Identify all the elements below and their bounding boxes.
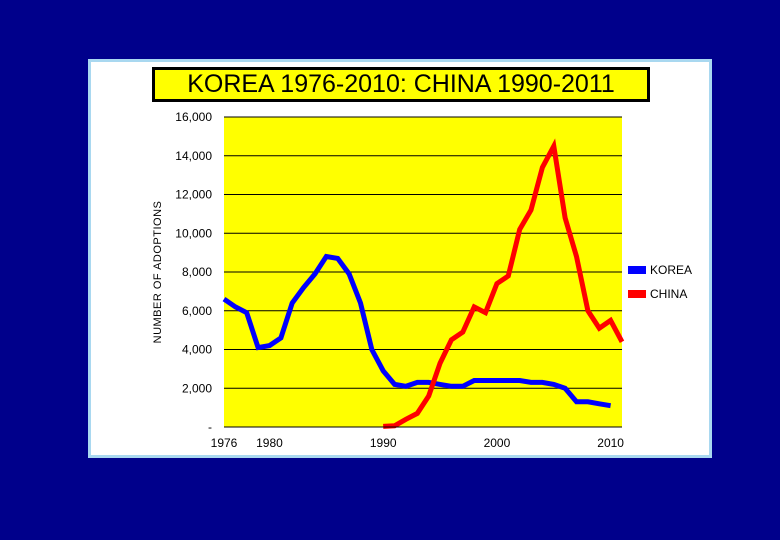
legend-label-korea: KOREA bbox=[650, 263, 692, 277]
y-tick-label: 6,000 bbox=[182, 304, 212, 318]
legend-swatch-china bbox=[628, 290, 646, 298]
legend: KOREA CHINA bbox=[628, 263, 692, 301]
series-line-china bbox=[383, 138, 625, 429]
y-tick-label: 12,000 bbox=[175, 188, 212, 202]
y-tick-label: 10,000 bbox=[175, 226, 212, 240]
y-axis-ticks: - 2,000 4,000 6,000 8,000 10,000 12,000 14,000 1… bbox=[175, 110, 212, 434]
y-tick-label: 2,000 bbox=[182, 381, 212, 395]
chart-title-box: KOREA 1976-2010: CHINA 1990-2011 bbox=[152, 67, 650, 102]
chart-title-background: KOREA 1976-2010: CHINA 1990-2011 bbox=[155, 70, 647, 99]
chart-title: KOREA 1976-2010: CHINA 1990-2011 bbox=[187, 70, 615, 98]
x-tick-label: 1976 bbox=[211, 436, 238, 450]
y-tick-label: 16,000 bbox=[175, 110, 212, 124]
y-tick-label: 8,000 bbox=[182, 265, 212, 279]
x-tick-label: 2010 bbox=[597, 436, 624, 450]
x-tick-label: 1990 bbox=[370, 436, 397, 450]
y-axis-title: NUMBER OF ADOPTIONS bbox=[152, 201, 164, 344]
y-tick-label: - bbox=[208, 420, 212, 434]
y-tick-label: 4,000 bbox=[182, 343, 212, 357]
legend-swatch-korea bbox=[628, 266, 646, 274]
x-tick-label: 2000 bbox=[484, 436, 511, 450]
legend-label-china: CHINA bbox=[650, 287, 687, 301]
series-line-korea bbox=[222, 253, 612, 409]
x-axis-ticks: 1976 1980 1990 2000 2010 bbox=[211, 436, 625, 450]
series-lines bbox=[222, 138, 625, 429]
y-tick-label: 14,000 bbox=[175, 149, 212, 163]
x-tick-label: 1980 bbox=[256, 436, 283, 450]
gridlines bbox=[224, 116, 622, 389]
